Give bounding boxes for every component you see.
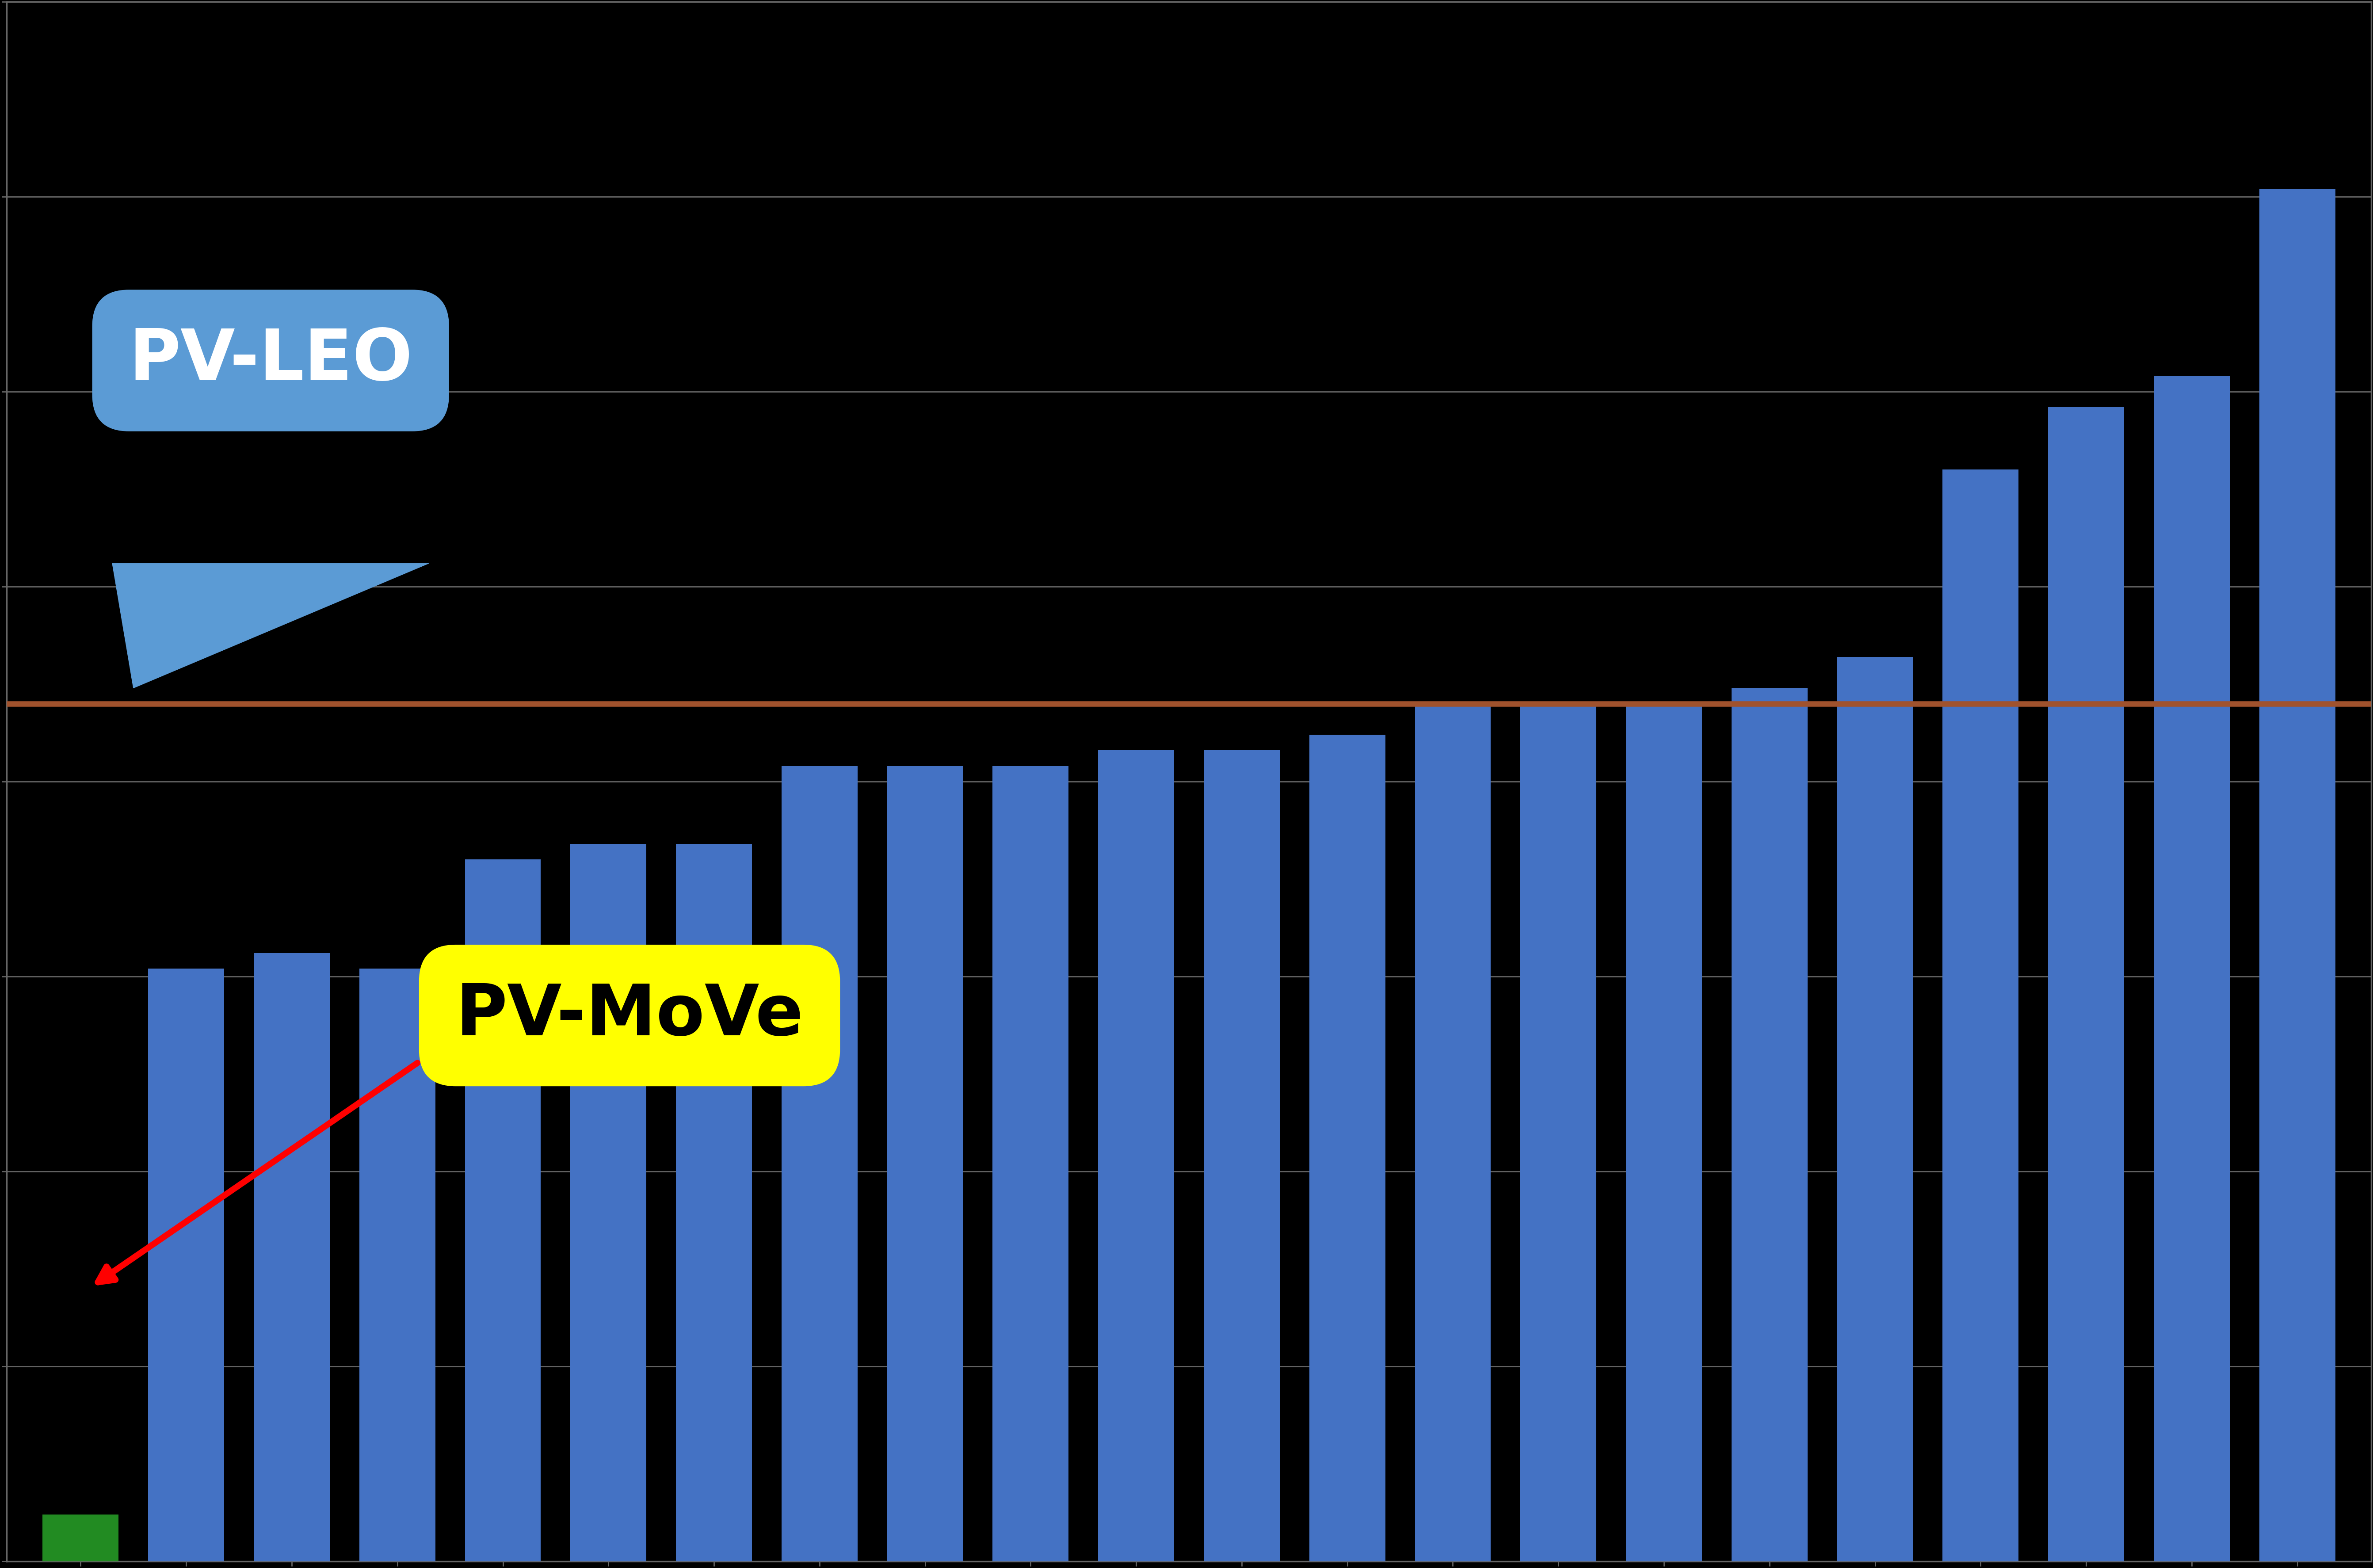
Bar	[2259, 190, 2335, 1562]
Bar	[465, 859, 541, 1562]
Text: PV-MoVe: PV-MoVe	[456, 982, 804, 1049]
Bar	[1310, 735, 1386, 1562]
Bar	[1521, 704, 1597, 1562]
Bar	[570, 844, 645, 1562]
Bar	[254, 953, 330, 1562]
Text: PV-LEO: PV-LEO	[128, 326, 413, 395]
Bar	[1203, 751, 1279, 1562]
Bar	[888, 765, 963, 1562]
Bar	[1626, 704, 1701, 1562]
Bar	[1414, 704, 1490, 1562]
Bar	[147, 969, 223, 1562]
Bar	[781, 765, 857, 1562]
Bar	[1943, 470, 2019, 1562]
Bar	[43, 1515, 119, 1562]
Bar	[2048, 408, 2124, 1562]
Bar	[992, 765, 1068, 1562]
Bar	[1732, 688, 1808, 1562]
Polygon shape	[112, 563, 430, 688]
Bar	[2155, 376, 2231, 1562]
Bar	[1099, 751, 1175, 1562]
Bar	[358, 969, 434, 1562]
Bar	[676, 844, 752, 1562]
Bar	[1837, 657, 1913, 1562]
